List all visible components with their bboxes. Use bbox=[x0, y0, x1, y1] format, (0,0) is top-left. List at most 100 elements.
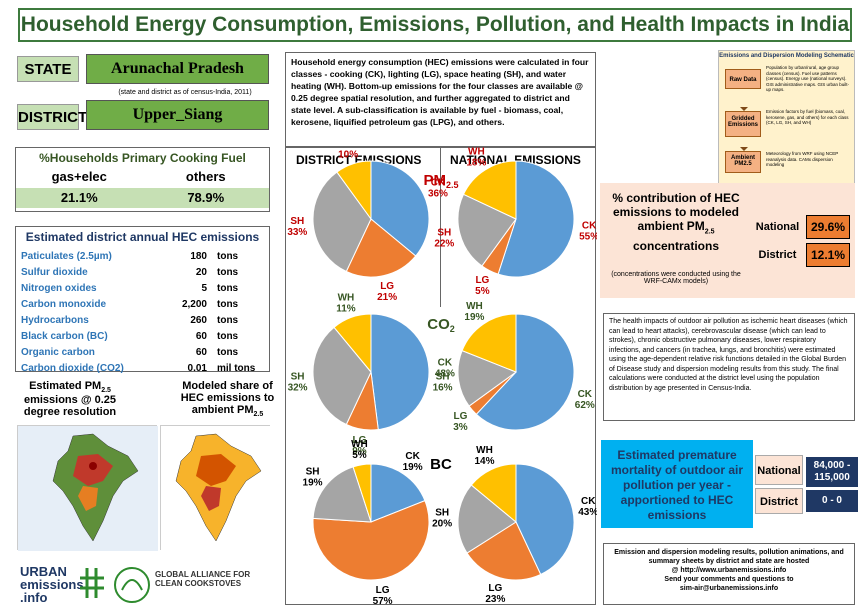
pie-label-name: SH bbox=[291, 371, 305, 382]
pie-slice-ck bbox=[370, 160, 430, 257]
pie-row-label-main: BC bbox=[430, 456, 452, 473]
pie-label: SH 32% bbox=[288, 371, 308, 393]
urban-emissions-logo: URBAN emissions .info bbox=[20, 564, 84, 605]
emission-name: Carbon dioxide (CO2) bbox=[21, 362, 124, 374]
cooking-val1: 21.1% bbox=[60, 190, 98, 205]
emission-name: Carbon monoxide bbox=[21, 298, 107, 310]
schematic-note3: Meteorology from WRF using NCEP reanalys… bbox=[766, 151, 839, 167]
pie-label: LG 57% bbox=[373, 585, 393, 606]
pie-label: WH 11% bbox=[336, 292, 356, 314]
pie-slice-sh bbox=[312, 326, 372, 426]
pie-label-value: 18% bbox=[466, 158, 486, 169]
pie-slice-ck bbox=[475, 313, 575, 431]
footer-line2[interactable]: @ http://www.urbanemissions.info bbox=[671, 567, 787, 574]
emission-value: 20 bbox=[195, 266, 207, 278]
schematic-box-gridded: Gridded Emissions bbox=[725, 111, 761, 137]
state-value: Arunachal Pradesh bbox=[86, 54, 269, 84]
emission-unit: tons bbox=[217, 266, 239, 278]
pie-label: CK 43% bbox=[578, 496, 597, 518]
pie-label: WH10% bbox=[338, 147, 358, 161]
contribution-title: % contribution of HEC emissions to model… bbox=[612, 191, 740, 254]
pie-label: SH 22% bbox=[434, 227, 454, 249]
pie-label-value: 22% bbox=[434, 238, 454, 249]
pie-label-value: 20% bbox=[432, 518, 452, 529]
emission-value: 60 bbox=[195, 346, 207, 358]
pie-label: LG 23% bbox=[485, 583, 505, 605]
emissions-panel: Estimated district annual HEC emissions … bbox=[15, 226, 270, 374]
pie-slice-wh bbox=[336, 160, 372, 221]
pie-slice-wh bbox=[333, 313, 372, 374]
pie-label-value: 33% bbox=[287, 227, 307, 238]
pie-label-value: 5% bbox=[475, 286, 490, 297]
hash-icon bbox=[80, 568, 104, 598]
cooking-fuel-panel: %Households Primary Cooking Fuel gas+ele… bbox=[15, 147, 270, 212]
schematic-note2: Emission factors by fuel (biomass, coal,… bbox=[766, 109, 849, 125]
pie-label: WH 19% bbox=[464, 301, 484, 323]
pie-slice-sh bbox=[312, 466, 372, 523]
schematic-title: Emissions and Dispersion Modeling Schema… bbox=[719, 53, 854, 59]
schematic-box-ambient: Ambient PM2.5 bbox=[725, 151, 761, 173]
schematic-arrows bbox=[740, 89, 748, 151]
pie-row-label-main: CO bbox=[427, 316, 450, 333]
pie-label: LG 5% bbox=[475, 275, 490, 297]
pie-label-name: LG bbox=[454, 411, 468, 422]
pie-label-value: 14% bbox=[474, 456, 494, 467]
pie-slice-ck bbox=[497, 160, 575, 278]
emission-unit: mil tons bbox=[217, 362, 256, 374]
pie-label-value: 11% bbox=[336, 303, 356, 314]
contribution-note: (concentrations were conducted using the… bbox=[611, 271, 741, 285]
district-label: DISTRICT bbox=[17, 104, 87, 130]
pie-row-label: CO2 bbox=[427, 316, 455, 334]
pie-slice-wh bbox=[352, 463, 372, 523]
cookstove-logo-icon bbox=[112, 565, 152, 605]
pie-label: SH 33% bbox=[287, 216, 307, 238]
footer-line3: Send your comments and questions to bbox=[664, 576, 794, 583]
mortality-district-label: District bbox=[755, 488, 803, 514]
pie-label-name: SH bbox=[306, 467, 320, 478]
footer: Emission and dispersion modeling results… bbox=[603, 543, 855, 605]
mortality-title: Estimated premature mortality of outdoor… bbox=[601, 440, 753, 528]
pie-label: SH 16% bbox=[433, 371, 453, 393]
contribution-district-value: 12.1% bbox=[806, 243, 850, 267]
pies-header-national: NATIONAL EMISSIONS bbox=[450, 153, 581, 167]
pie-label-value: 10% bbox=[338, 150, 358, 161]
emission-name: Sulfur dioxide bbox=[21, 266, 88, 278]
pie-label-name: CK bbox=[405, 451, 420, 462]
mortality-national-value: 84,000 - 115,000 bbox=[806, 457, 858, 487]
emission-name: Hydrocarbons bbox=[21, 314, 89, 326]
pie-label-name: WH bbox=[476, 445, 493, 456]
cookstove-logo-text: GLOBAL ALLIANCE FOR CLEAN COOKSTOVES bbox=[155, 570, 251, 588]
emissions-map bbox=[17, 425, 158, 551]
pie-label-value: 21% bbox=[377, 292, 397, 303]
pie-label-value: 9% bbox=[352, 446, 367, 457]
mortality-district-value: 0 - 0 bbox=[806, 490, 858, 512]
pies-panel: DISTRICT EMISSIONS NATIONAL EMISSIONS PM… bbox=[285, 146, 597, 606]
emission-name: Organic carbon bbox=[21, 346, 95, 358]
cooking-fuel-title: %Households Primary Cooking Fuel bbox=[39, 151, 246, 165]
pie-label-name: CK bbox=[438, 357, 453, 368]
india-map-share bbox=[161, 426, 271, 551]
share-map bbox=[160, 425, 271, 551]
pie-slice-ck bbox=[370, 463, 426, 523]
pie-label: LG 9% bbox=[352, 435, 367, 457]
pie-slice-ck bbox=[515, 463, 575, 576]
pie-label-name: LG bbox=[475, 275, 489, 286]
pie-label: LG 3% bbox=[453, 411, 468, 433]
state-note: (state and district as of census-India, … bbox=[118, 89, 252, 96]
pie-label-name: SH bbox=[437, 227, 451, 238]
footer-line4[interactable]: sim-air@urbanemissions.info bbox=[679, 585, 779, 592]
emission-row: Carbon monoxide 2,200 tons bbox=[19, 296, 257, 312]
pie-row-label: PM2.5 bbox=[423, 172, 458, 190]
pie-label-value: 3% bbox=[453, 422, 468, 433]
pie-slice-wh bbox=[461, 313, 517, 373]
emission-value: 60 bbox=[195, 330, 207, 342]
pie-label-name: CK bbox=[581, 496, 596, 507]
pie-slice-wh bbox=[462, 160, 517, 220]
emission-value: 0.01 bbox=[187, 362, 207, 374]
emissions-table: Paticulates (2.5µm) 180 tons Sulfur dioxide… bbox=[19, 248, 257, 376]
pie-label-value: 16% bbox=[433, 382, 453, 393]
pie-label: CK 36% bbox=[428, 177, 448, 199]
pie-label-name: LG bbox=[380, 281, 394, 292]
mortality-national-label: National bbox=[755, 455, 803, 485]
pie-slice-lg bbox=[345, 218, 417, 278]
